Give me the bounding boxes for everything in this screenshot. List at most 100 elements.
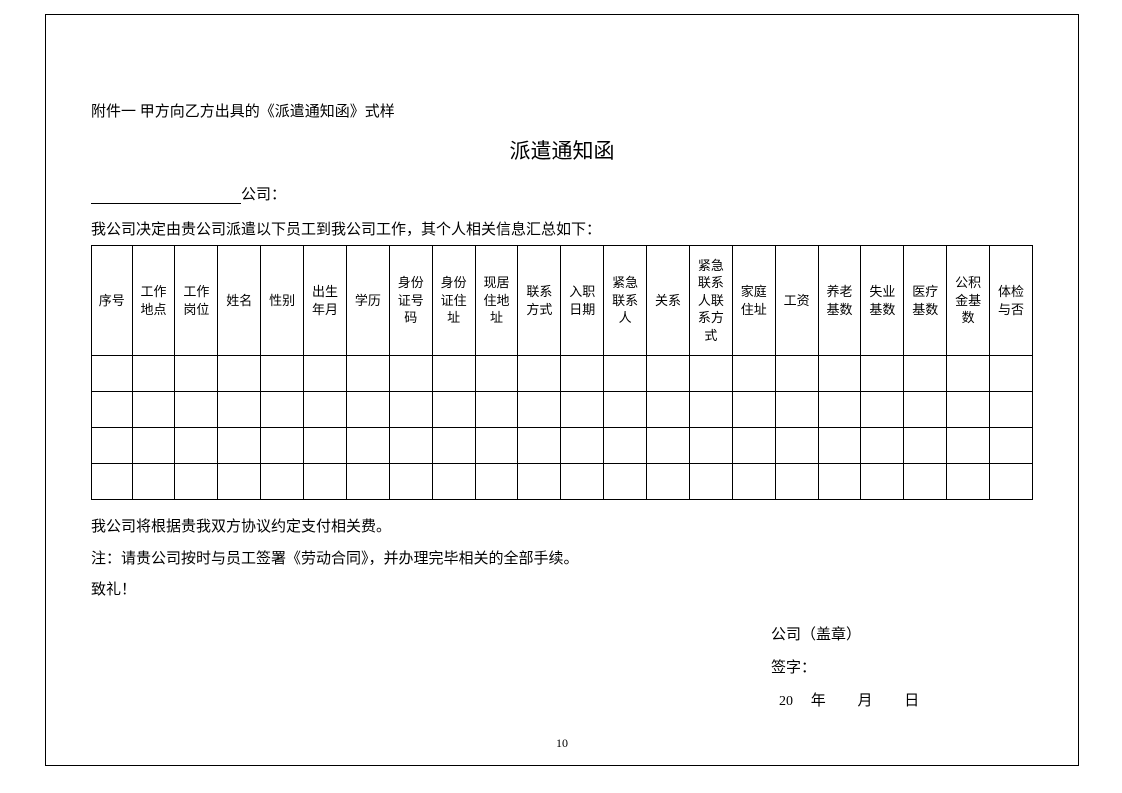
signature-label: 签字： [771,652,1033,685]
table-cell [218,428,261,464]
table-cell [218,356,261,392]
table-cell [475,356,518,392]
table-cell [518,464,561,500]
col-header: 家庭住址 [732,246,775,356]
table-row [92,392,1033,428]
table-cell [647,464,690,500]
col-header: 工作岗位 [175,246,218,356]
table-cell [689,392,732,428]
col-header: 失业基数 [861,246,904,356]
col-header: 体检与否 [990,246,1033,356]
col-header: 关系 [647,246,690,356]
table-cell [218,392,261,428]
col-header: 紧急联系人联系方式 [689,246,732,356]
table-cell [775,428,818,464]
table-cell [990,392,1033,428]
table-cell [132,356,175,392]
table-cell [92,356,133,392]
col-header: 医疗基数 [904,246,947,356]
table-cell [604,428,647,464]
table-cell [346,356,389,392]
table-cell [261,392,304,428]
table-cell [304,356,347,392]
col-header: 出生年月 [304,246,347,356]
table-cell [689,428,732,464]
table-cell [561,356,604,392]
table-cell [389,356,432,392]
table-cell [92,428,133,464]
table-cell [861,428,904,464]
table-cell [775,356,818,392]
table-cell [990,428,1033,464]
table-body [92,356,1033,500]
table-cell [432,464,475,500]
col-header: 工资 [775,246,818,356]
col-header: 现居住地址 [475,246,518,356]
table-cell [92,464,133,500]
table-cell [604,356,647,392]
table-cell [175,356,218,392]
year-prefix: 20 [771,694,793,709]
salutation: 致礼！ [91,575,1033,607]
table-cell [990,356,1033,392]
table-header-row: 序号 工作地点 工作岗位 姓名 性别 出生年月 学历 身份证号码 身份证住址 现… [92,246,1033,356]
table-cell [775,392,818,428]
table-cell [861,356,904,392]
table-cell [304,464,347,500]
table-cell [647,428,690,464]
below-text-2: 注：请贵公司按时与员工签署《劳动合同》，并办理完毕相关的全部手续。 [91,544,1033,576]
page-number: 10 [46,736,1078,751]
table-cell [904,392,947,428]
table-cell [775,464,818,500]
table-header: 序号 工作地点 工作岗位 姓名 性别 出生年月 学历 身份证号码 身份证住址 现… [92,246,1033,356]
table-cell [261,428,304,464]
table-cell [518,392,561,428]
attachment-label: 附件一 甲方向乙方出具的《派遣通知函》式样 [91,100,1033,121]
table-cell [346,428,389,464]
table-cell [861,392,904,428]
col-header: 公积金基数 [947,246,990,356]
table-cell [732,428,775,464]
table-cell [475,464,518,500]
col-header: 联系方式 [518,246,561,356]
col-header: 姓名 [218,246,261,356]
table-cell [475,428,518,464]
table-cell [689,464,732,500]
table-cell [947,356,990,392]
table-cell [261,356,304,392]
table-cell [175,428,218,464]
table-cell [218,464,261,500]
table-cell [346,392,389,428]
col-header: 身份证号码 [389,246,432,356]
document-title: 派遣通知函 [91,135,1033,165]
table-cell [604,392,647,428]
col-header: 性别 [261,246,304,356]
table-cell [561,392,604,428]
table-cell [304,428,347,464]
table-cell [818,464,861,500]
month-unit: 月 [844,693,887,709]
table-cell [904,428,947,464]
table-cell [561,428,604,464]
table-cell [647,392,690,428]
table-cell [518,428,561,464]
company-seal-label: 公司（盖章） [771,619,1033,652]
table-cell [132,392,175,428]
col-header: 紧急联系人 [604,246,647,356]
table-cell [904,356,947,392]
below-text-1: 我公司将根据贵我双方协议约定支付相关费。 [91,512,1033,544]
table-cell [475,392,518,428]
date-line: 20 年 月 日 [771,685,1033,718]
table-cell [904,464,947,500]
table-cell [561,464,604,500]
table-cell [947,392,990,428]
table-cell [175,392,218,428]
page-frame: 附件一 甲方向乙方出具的《派遣通知函》式样 派遣通知函 公司： 我公司决定由贵公… [45,14,1079,766]
table-cell [604,464,647,500]
addressee-row: 公司： [91,183,1033,204]
year-unit: 年 [797,693,840,709]
col-header: 身份证住址 [432,246,475,356]
table-row [92,428,1033,464]
intro-text: 我公司决定由贵公司派遣以下员工到我公司工作，其个人相关信息汇总如下： [91,218,1033,239]
table-cell [732,356,775,392]
